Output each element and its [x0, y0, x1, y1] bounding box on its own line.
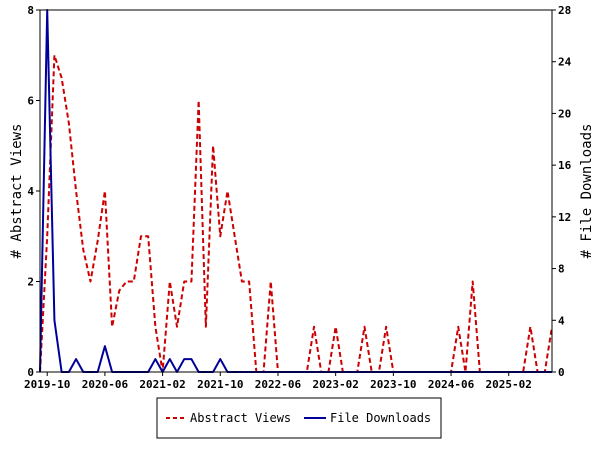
y-left-tick-label: 4: [27, 185, 34, 198]
x-tick-label: 2020-06: [82, 378, 129, 391]
y-right-tick-label: 20: [558, 107, 571, 120]
x-tick-label: 2022-06: [255, 378, 302, 391]
chart-marks: [39, 9, 553, 373]
y-left-title: # Abstract Views: [9, 124, 25, 259]
x-tick-label: 2021-02: [139, 378, 185, 391]
x-tick-label: 2023-10: [370, 378, 416, 391]
left-axis: 0 2 4 6 8: [27, 4, 40, 379]
y-left-tick-label: 8: [27, 4, 34, 17]
x-tick-label: 2024-06: [428, 378, 475, 391]
y-left-tick-label: 2: [27, 276, 34, 289]
right-axis: 0 4 8 12 16 20 24 28: [552, 4, 572, 379]
y-right-tick-label: 4: [558, 314, 565, 327]
plot-frame: [39, 9, 553, 373]
legend-label-abstract-views: Abstract Views: [190, 411, 291, 425]
y-right-tick-label: 16: [558, 159, 572, 172]
y-right-tick-label: 28: [558, 4, 571, 17]
series-line-0: [39, 54, 553, 373]
y-right-tick-label: 0: [558, 366, 565, 379]
legend-box: [156, 397, 442, 439]
legend-label-file-downloads: File Downloads: [330, 411, 431, 425]
x-tick-label: 2021-10: [197, 378, 243, 391]
y-left-tick-label: 6: [27, 95, 34, 108]
x-axis: 2019-10 2020-06 2021-02 2021-10 2022-06 2023-…: [24, 372, 532, 391]
y-right-tick-label: 12: [558, 211, 571, 224]
y-right-title: # File Downloads: [579, 124, 595, 259]
legend: Abstract Views File Downloads: [156, 397, 442, 439]
x-tick-label: 2025-02: [486, 378, 532, 391]
y-left-tick-label: 0: [27, 366, 34, 379]
x-tick-label: 2023-02: [312, 378, 358, 391]
x-tick-label: 2019-10: [24, 378, 70, 391]
series-line-1: [39, 9, 552, 373]
y-right-tick-label: 8: [558, 263, 565, 276]
y-right-tick-label: 24: [558, 56, 572, 69]
